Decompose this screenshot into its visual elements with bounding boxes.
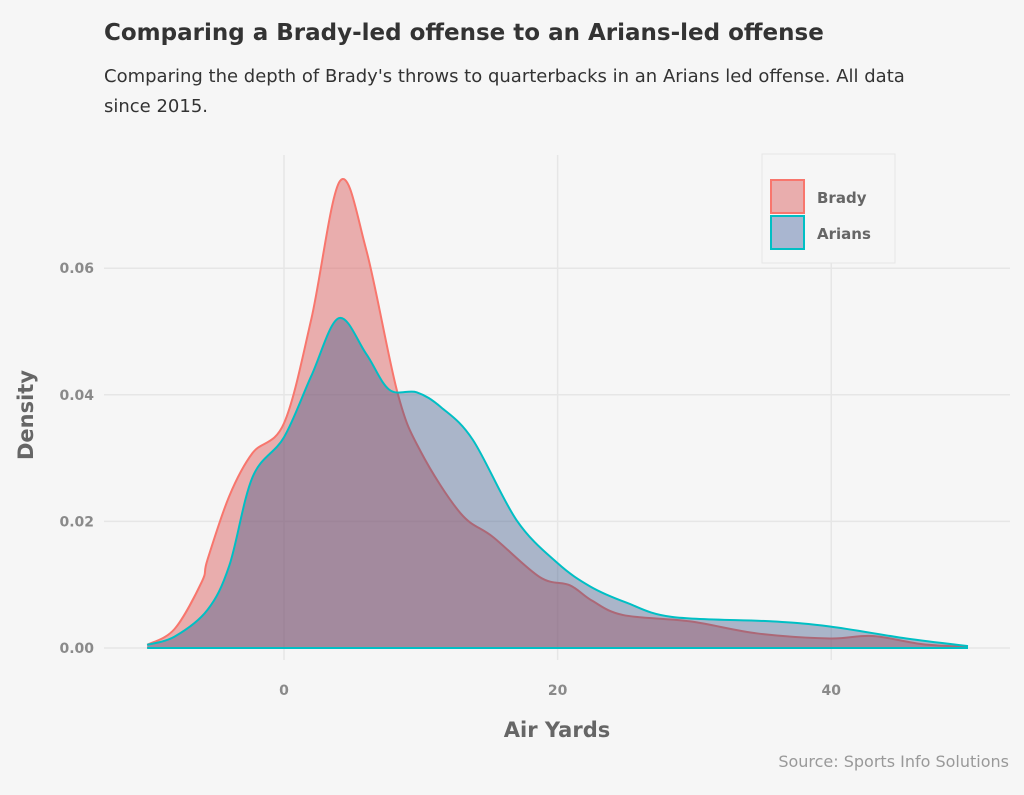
density-line-arians xyxy=(146,317,969,648)
y-tick-label: 0.00 xyxy=(59,641,94,657)
legend-key-brady xyxy=(770,179,805,214)
chart-title: Comparing a Brady-led offense to an Aria… xyxy=(104,20,824,46)
x-axis-label: Air Yards xyxy=(504,718,610,742)
density-areas xyxy=(146,177,969,649)
legend: Brady Arians xyxy=(761,153,896,264)
legend-label-arians: Arians xyxy=(817,225,871,243)
axis-ticks: 0 20 40 0.00 0.02 0.04 0.06 xyxy=(59,261,841,699)
y-tick-label: 0.06 xyxy=(59,261,94,277)
source-caption: Source: Sports Info Solutions xyxy=(778,752,1009,771)
y-tick-label: 0.04 xyxy=(59,388,94,404)
density-line-brady xyxy=(146,177,969,648)
x-tick-label: 0 xyxy=(279,683,289,699)
legend-label-brady: Brady xyxy=(817,189,867,207)
legend-key-arians xyxy=(770,215,805,250)
density-area-brady xyxy=(147,178,968,648)
y-axis-label: Density xyxy=(14,370,38,460)
density-area-arians xyxy=(147,317,968,648)
y-tick-label: 0.02 xyxy=(59,514,94,530)
chart-subtitle: Comparing the depth of Brady's throws to… xyxy=(104,66,905,117)
x-tick-label: 20 xyxy=(548,683,568,699)
x-tick-label: 40 xyxy=(821,683,841,699)
